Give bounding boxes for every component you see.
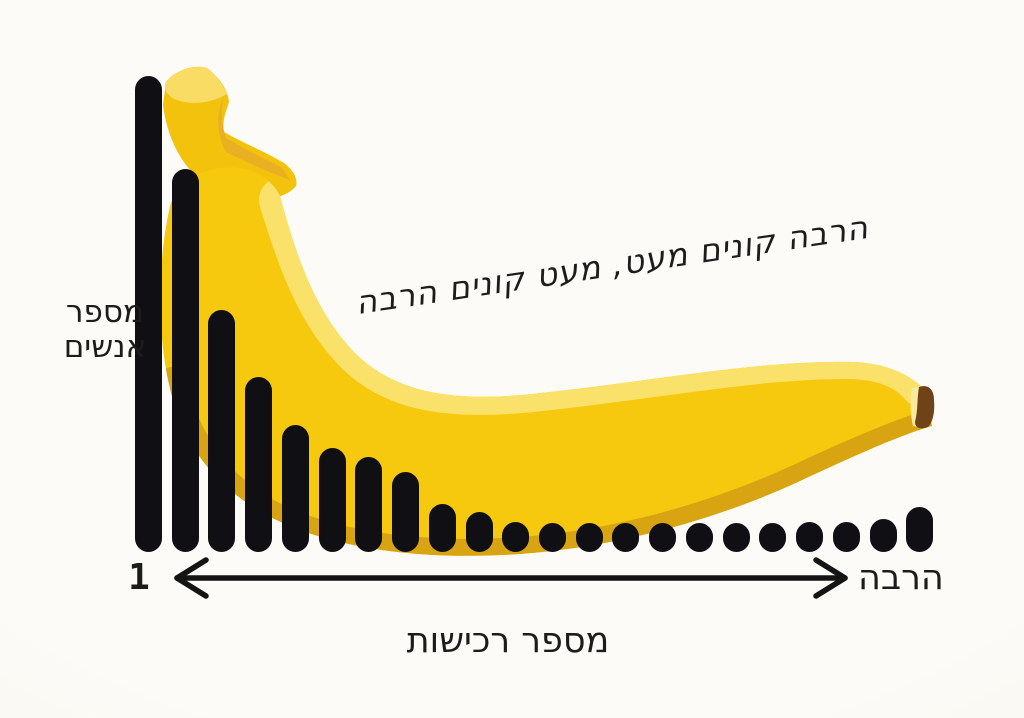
x-axis-max-label: הרבה [858, 558, 944, 598]
x-axis-min-label: 1 [128, 557, 150, 598]
bar [281, 425, 309, 552]
banana-tip [915, 386, 935, 429]
bar [135, 76, 162, 552]
banana-stem-shade [218, 96, 290, 180]
bar [171, 169, 199, 552]
arrowhead-right-icon [813, 557, 848, 599]
x-axis-label: מספר רכישות [406, 621, 610, 661]
bar [318, 448, 346, 552]
dot [649, 523, 677, 552]
bar [392, 472, 420, 552]
y-axis-label-line1: מספר [65, 294, 145, 330]
bar [355, 457, 383, 552]
dot [539, 523, 567, 552]
dot [502, 522, 530, 552]
arrowhead-left-icon [174, 557, 209, 599]
dot [832, 522, 860, 552]
dot [685, 523, 713, 552]
y-axis-label-line2: אנשים [63, 328, 147, 365]
dot [428, 504, 456, 552]
dot [796, 522, 824, 552]
dot [869, 519, 897, 552]
dot [906, 507, 934, 552]
dot [575, 523, 603, 552]
dot [465, 512, 493, 552]
bar [245, 377, 273, 552]
bar [208, 310, 236, 552]
banana-body [160, 167, 932, 556]
banana-stem-highlight [164, 66, 227, 103]
dot [722, 523, 750, 552]
dot [759, 523, 787, 552]
dot [612, 523, 640, 552]
y-axis-label: מספר אנשים [38, 295, 172, 364]
